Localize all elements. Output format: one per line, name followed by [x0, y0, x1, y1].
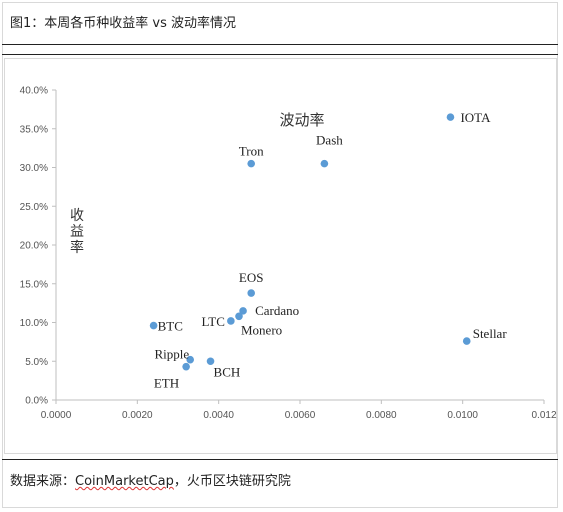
point-label-btc: BTC — [158, 319, 183, 334]
point-ltc — [227, 317, 235, 325]
y-axis-label-char: 收 — [70, 208, 84, 224]
source-rule — [2, 459, 558, 460]
x-tick-label: 0.0020 — [122, 410, 153, 421]
point-label-cardano: Cardano — [255, 303, 299, 318]
y-tick-label: 25.0% — [20, 202, 48, 213]
point-tron — [247, 159, 255, 168]
title-rule-top — [2, 44, 558, 45]
figure-frame — [2, 2, 558, 508]
point-bch — [206, 357, 215, 366]
point-label-ltc: LTC — [202, 314, 225, 329]
point-label-stellar: Stellar — [473, 326, 508, 341]
y-tick-label: 15.0% — [20, 279, 48, 290]
x-tick-label: 0.0100 — [447, 410, 478, 421]
y-tick-label: 5.0% — [25, 357, 48, 368]
x-tick-label: 0.0080 — [366, 410, 397, 421]
x-tick-label: 0.0040 — [203, 410, 234, 421]
plot-area-border — [4, 58, 557, 454]
y-axis-label-char: 率 — [70, 239, 84, 256]
source-note: 数据来源：CoinMarketCap，火币区块链研究院 — [10, 470, 291, 489]
point-label-iota: IOTA — [460, 110, 491, 125]
point-label-eth: ETH — [154, 376, 179, 391]
y-tick-label: 30.0% — [20, 163, 48, 174]
chart-title: 波动率 — [279, 111, 324, 129]
point-label-eos: EOS — [239, 270, 264, 285]
figure-title: 图1：本周各币种收益率 vs 波动率情况 — [10, 16, 237, 31]
point-label-tron: Tron — [239, 144, 264, 159]
point-eth — [182, 362, 190, 371]
x-tick-label: 0.0000 — [41, 410, 72, 421]
x-tick-label: 0.012 — [531, 410, 556, 421]
point-stellar — [462, 337, 471, 345]
point-dash — [320, 159, 329, 168]
point-iota — [446, 113, 455, 121]
point-label-dash: Dash — [316, 133, 343, 148]
source-prefix: 数据来源： — [10, 474, 76, 489]
x-tick-label: 0.0060 — [285, 410, 316, 421]
title-rule-bottom — [2, 54, 558, 55]
y-tick-label: 40.0% — [20, 86, 48, 97]
y-axis-label-char: 益 — [70, 224, 84, 240]
point-label-bch: BCH — [214, 364, 241, 379]
point-label-ripple: Ripple — [155, 347, 190, 362]
y-tick-label: 10.0% — [20, 318, 48, 329]
point-btc — [149, 321, 158, 330]
point-cardano — [239, 307, 247, 315]
point-ripple — [186, 355, 194, 364]
point-eos — [247, 289, 255, 297]
y-tick-label: 0.0% — [25, 396, 48, 407]
source-suffix: ，火币区块链研究院 — [173, 474, 291, 489]
y-tick-label: 20.0% — [20, 241, 48, 252]
source-link: CoinMarketCap — [75, 474, 174, 489]
point-monero — [235, 312, 243, 321]
point-label-monero: Monero — [241, 322, 282, 337]
y-tick-label: 35.0% — [20, 124, 48, 135]
